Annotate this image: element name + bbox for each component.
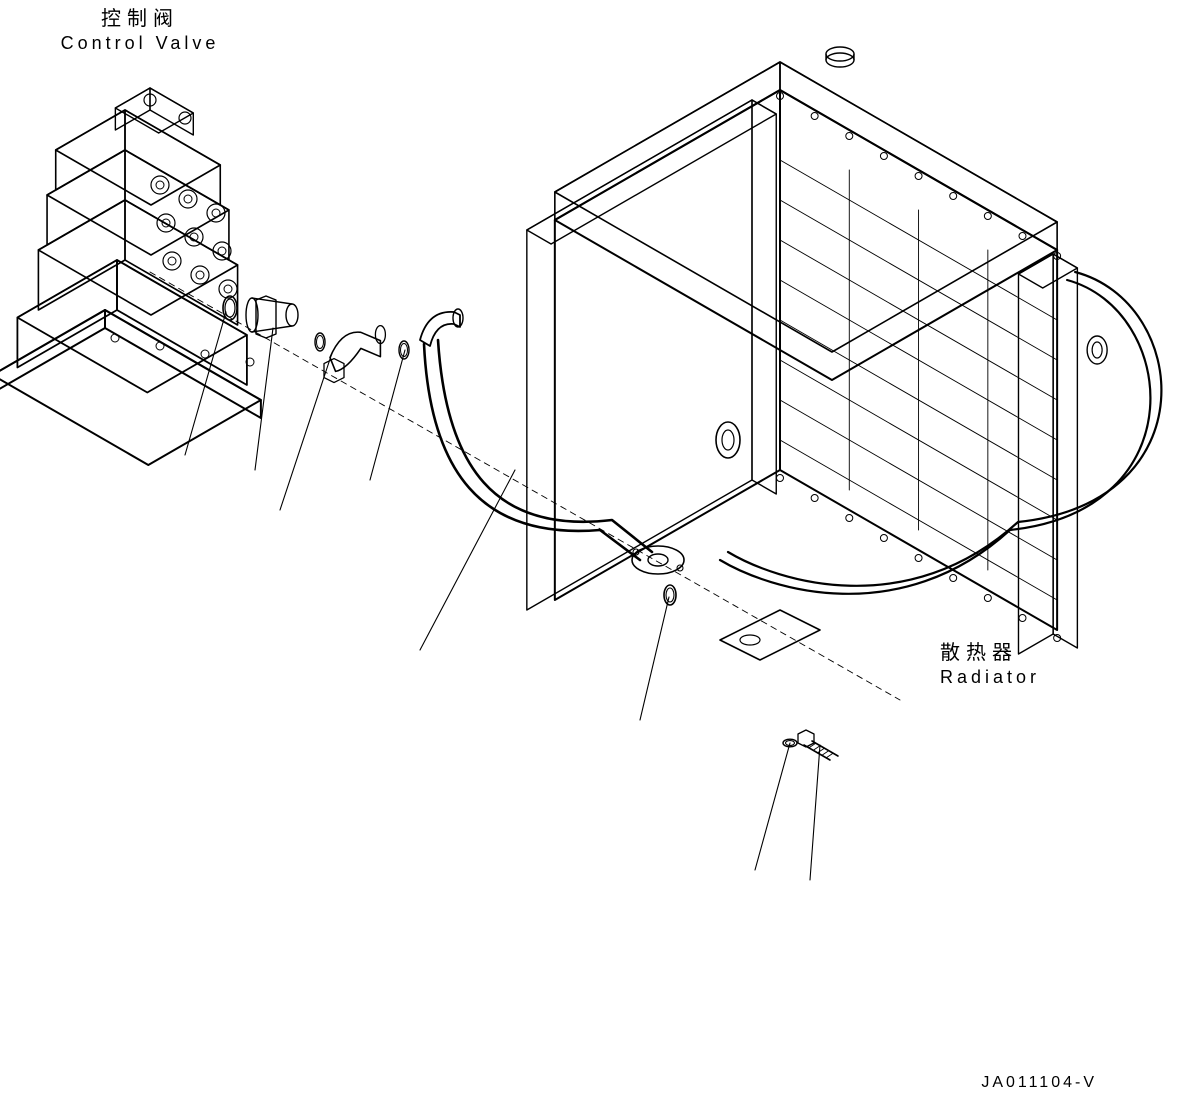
diagram-svg bbox=[0, 0, 1177, 1117]
diagram-canvas: 控制阀 Control Valve 散热器 Radiator JA011104-… bbox=[0, 0, 1177, 1117]
